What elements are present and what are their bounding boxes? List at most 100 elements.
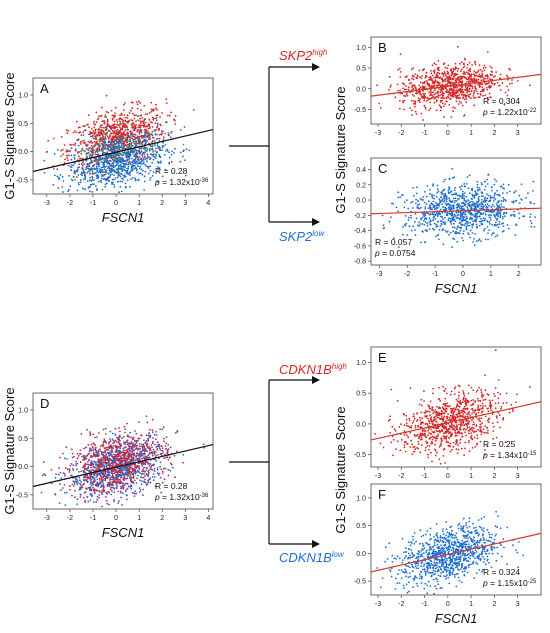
data-point <box>425 75 428 78</box>
data-point <box>151 140 154 143</box>
data-point <box>69 185 72 188</box>
data-point <box>433 72 436 75</box>
data-point <box>115 159 118 161</box>
data-point <box>149 477 152 479</box>
data-point <box>77 144 80 147</box>
data-point <box>122 447 125 450</box>
data-point <box>507 183 510 186</box>
data-point <box>120 136 123 139</box>
data-point <box>472 223 475 225</box>
data-point <box>428 228 431 231</box>
data-point <box>130 487 133 490</box>
data-point <box>117 478 120 481</box>
data-point <box>465 183 468 185</box>
data-point <box>453 82 456 85</box>
data-point <box>100 181 103 184</box>
data-point <box>101 120 104 123</box>
data-point <box>450 116 453 118</box>
p-value: p = 1.32x10-36 <box>154 177 209 187</box>
data-point <box>87 148 90 150</box>
data-point <box>444 178 446 181</box>
data-point <box>424 221 427 223</box>
data-point <box>477 69 480 72</box>
data-point <box>413 194 415 197</box>
data-point <box>454 62 457 65</box>
data-point <box>82 466 84 469</box>
data-point <box>474 191 477 194</box>
data-point <box>485 86 488 89</box>
data-point <box>90 489 93 491</box>
data-point <box>81 168 84 170</box>
data-point <box>452 197 455 200</box>
data-point <box>122 131 125 134</box>
data-point <box>513 210 515 213</box>
data-point <box>411 88 414 91</box>
data-point <box>148 462 150 465</box>
data-point <box>465 87 468 90</box>
data-point <box>132 144 134 147</box>
data-point <box>121 180 124 183</box>
data-point <box>159 476 162 479</box>
data-point <box>122 154 125 157</box>
data-point <box>72 469 75 472</box>
data-point <box>111 118 114 121</box>
data-point <box>143 439 145 442</box>
data-point <box>111 459 114 462</box>
data-point <box>96 189 98 192</box>
data-point <box>92 451 95 454</box>
data-point <box>435 204 437 207</box>
data-point <box>129 185 131 188</box>
data-point <box>78 488 81 491</box>
data-point <box>111 173 113 176</box>
data-point <box>130 450 133 453</box>
data-point <box>117 148 120 150</box>
data-point <box>153 443 156 446</box>
data-point <box>102 476 105 479</box>
data-point <box>104 129 107 131</box>
data-point <box>464 89 467 91</box>
data-point <box>145 136 148 139</box>
data-point <box>147 437 150 440</box>
data-point <box>170 153 173 156</box>
data-point <box>483 227 486 230</box>
data-point <box>476 180 479 183</box>
data-point <box>511 200 513 203</box>
data-point <box>161 449 163 452</box>
data-point <box>116 120 119 123</box>
data-point <box>97 180 100 183</box>
data-point <box>146 113 149 115</box>
data-point <box>104 185 107 188</box>
data-point <box>55 473 57 476</box>
data-point <box>96 163 99 166</box>
data-point <box>489 85 492 87</box>
data-point <box>450 71 453 74</box>
data-point <box>130 448 133 450</box>
data-point <box>469 229 472 232</box>
data-point <box>117 173 120 176</box>
data-point <box>123 103 125 106</box>
data-point <box>399 107 401 110</box>
data-point <box>110 164 113 167</box>
data-point <box>74 171 77 173</box>
data-point <box>459 186 461 189</box>
data-point <box>429 189 431 191</box>
data-point <box>122 455 125 457</box>
data-point <box>481 223 484 226</box>
data-point <box>399 196 402 199</box>
data-point <box>123 114 126 116</box>
data-point <box>91 191 94 193</box>
data-point <box>154 458 156 461</box>
data-point <box>117 490 120 493</box>
data-point <box>135 432 138 435</box>
data-point <box>483 64 486 67</box>
data-point <box>87 463 90 466</box>
data-point <box>408 225 411 228</box>
data-point <box>143 131 146 134</box>
data-point <box>112 445 115 447</box>
data-point <box>59 174 62 176</box>
x-tick-label: -2 <box>67 200 73 207</box>
data-point <box>97 485 100 487</box>
data-point <box>108 455 110 457</box>
data-point <box>99 134 102 136</box>
data-point <box>113 120 116 123</box>
